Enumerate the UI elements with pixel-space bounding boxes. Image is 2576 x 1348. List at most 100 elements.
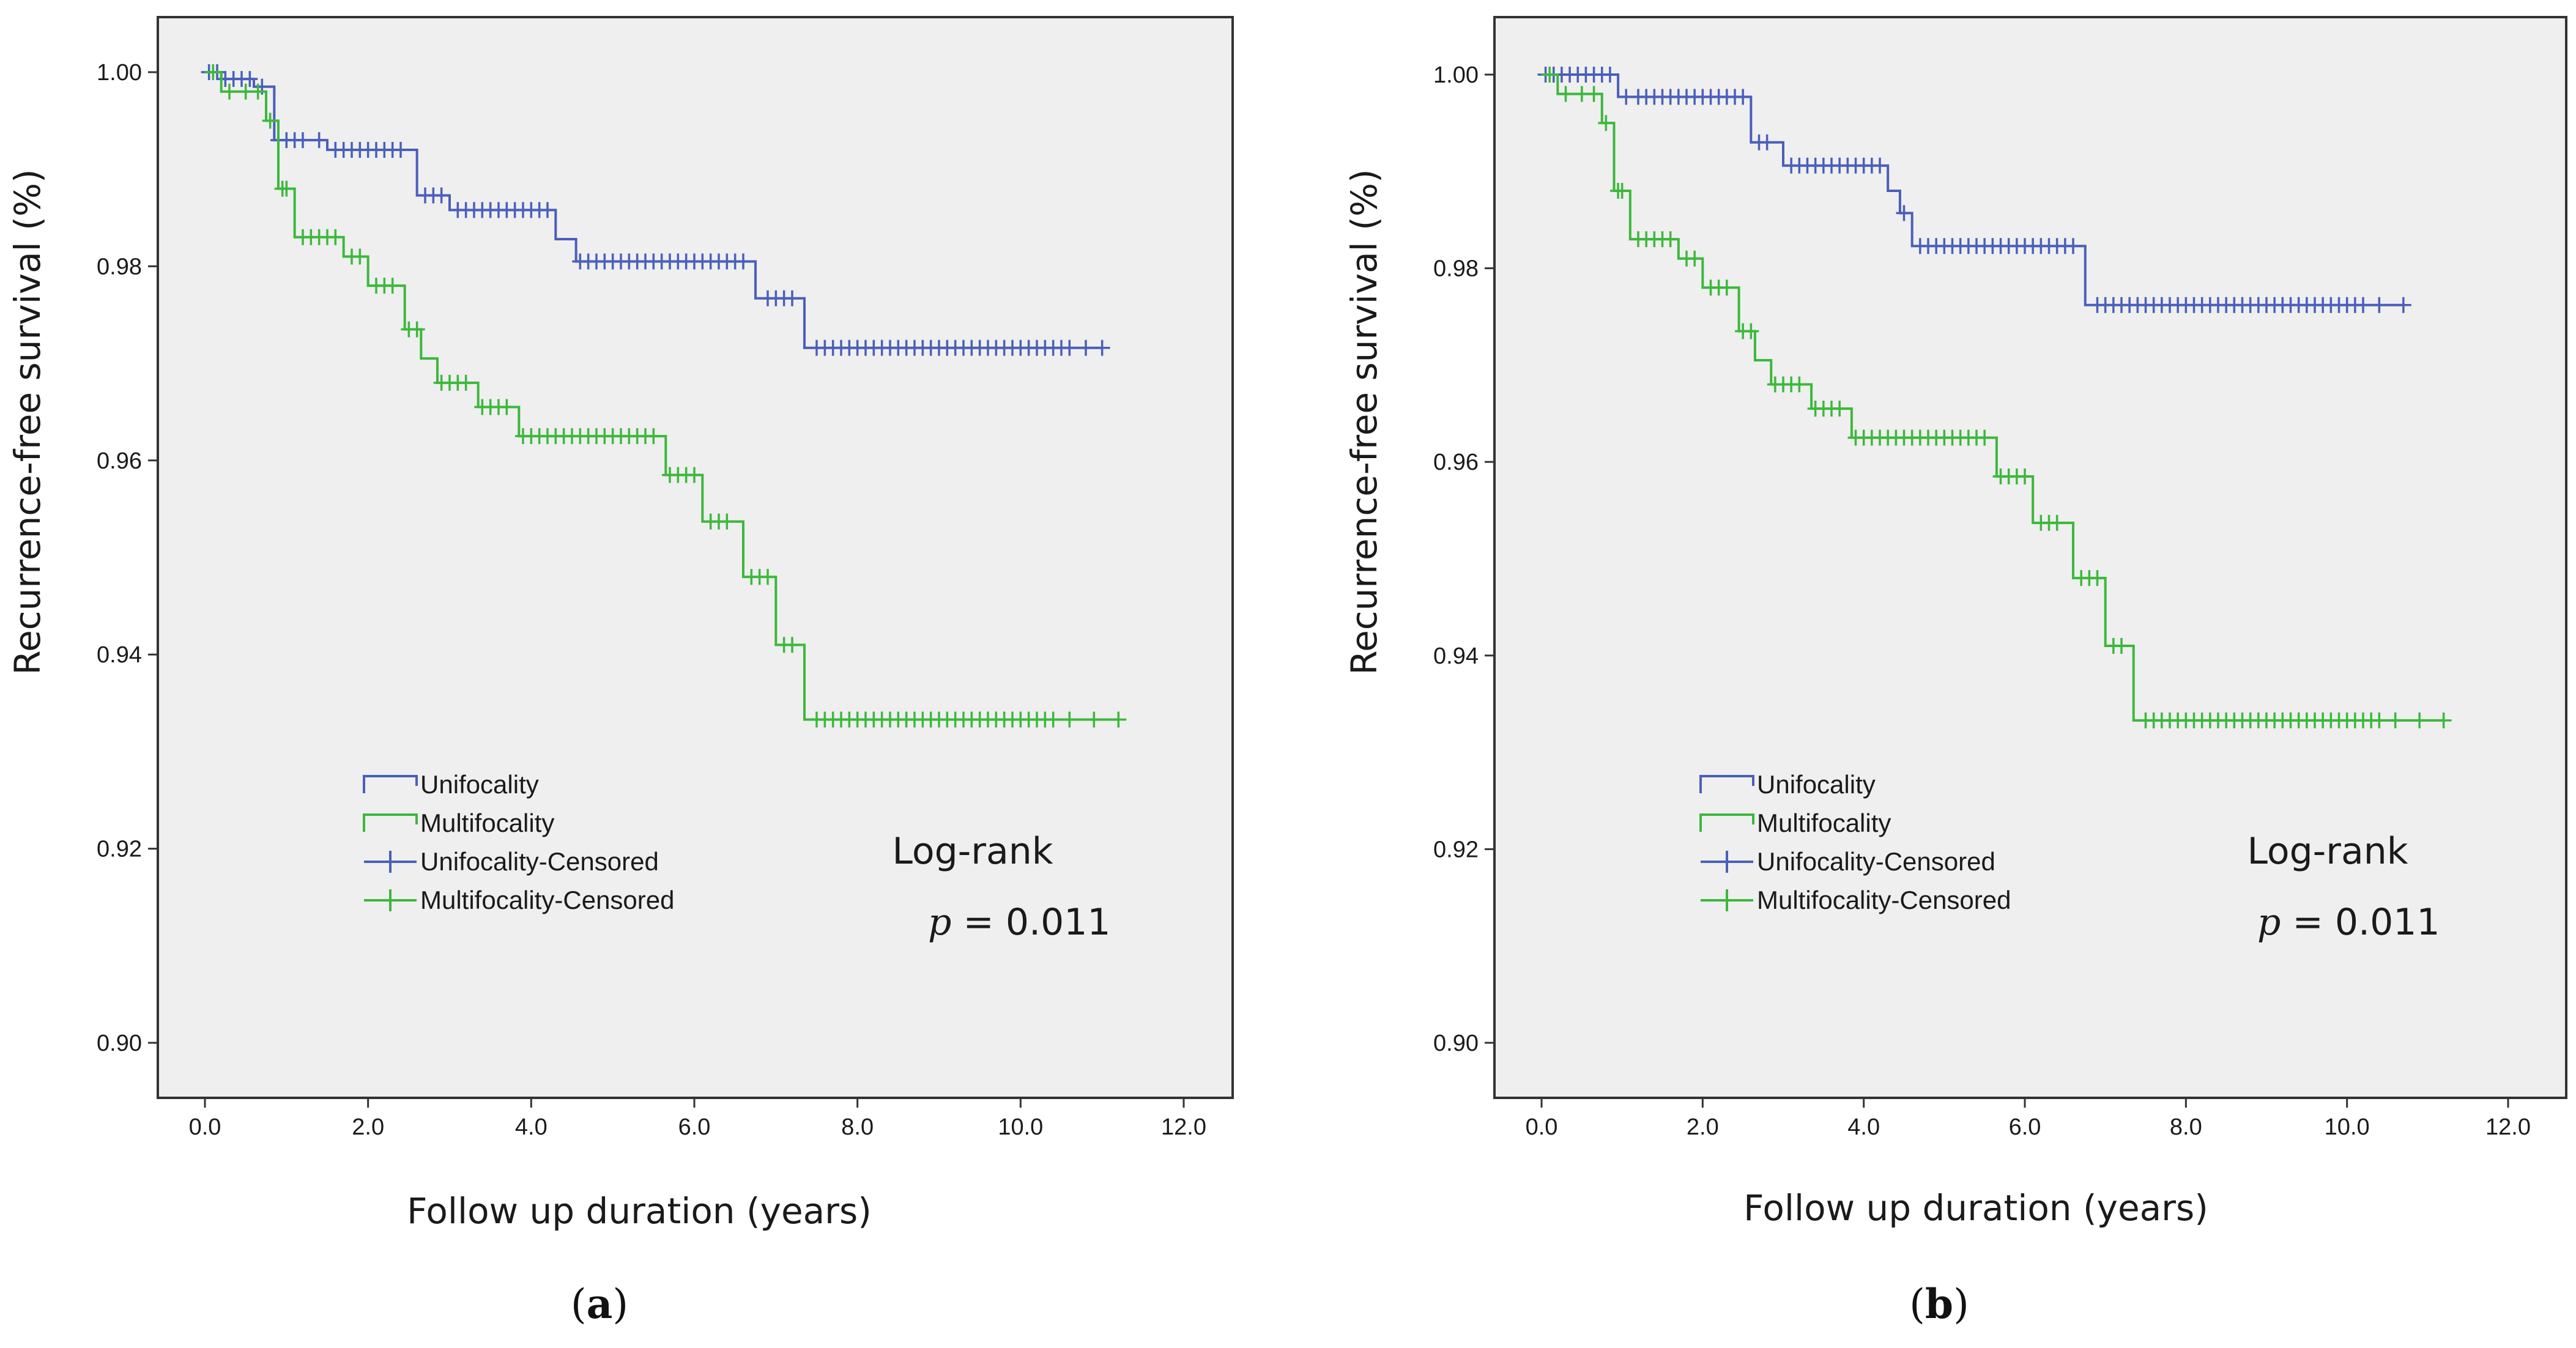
censor-mark: [409, 321, 425, 338]
censor-mark: [735, 253, 751, 270]
censor-mark: [1662, 231, 1679, 248]
legend-label: Unifocality: [1757, 770, 1876, 799]
log-rank-label: Log-rank: [892, 830, 1053, 873]
x-tick-label: 0.0: [189, 1114, 221, 1140]
p-value: p = 0.011: [2257, 901, 2440, 944]
p-value-text: = 0.011: [951, 901, 1110, 944]
censor-mark: [1791, 376, 1808, 393]
legend-symbol-censor: [364, 889, 417, 911]
censor-mark: [250, 83, 266, 100]
survival-line-multifocality: [1542, 73, 2444, 722]
legend-label: Multifocality-Censored: [420, 886, 675, 914]
panel-label-open: (: [571, 1281, 587, 1328]
x-axis-title: Follow up duration (years): [407, 1190, 872, 1232]
y-tick-label: 0.96: [97, 448, 142, 474]
y-tick-label: 1.00: [1433, 62, 1479, 88]
legend-label: Unifocality: [420, 770, 539, 799]
x-tick-label: 2.0: [1687, 1114, 1719, 1140]
legend-label: Multifocality: [420, 809, 554, 837]
panel-label: (b): [1909, 1280, 1969, 1328]
legend-label: Multifocality-Censored: [1757, 886, 2011, 914]
censor-mark: [2355, 297, 2371, 313]
censor-mark: [1977, 429, 1993, 446]
censor-mark: [1061, 711, 1078, 728]
legend-symbol-line: [363, 775, 418, 793]
censor-mark: [645, 428, 662, 445]
censor-mark: [1542, 67, 1558, 83]
censor-mark: [686, 467, 702, 483]
chart-panel-a: 0.90 0.92 0.94 0.96 0.98 1.00 0.0 2.0 4.0 6.0 8.0 1…: [7, 16, 1234, 1328]
censor-mark: [1718, 280, 1735, 296]
censor-mark: [458, 374, 474, 391]
censor-mark: [242, 71, 258, 87]
survival-line-multifocality: [205, 71, 1119, 721]
censor-mark: [2395, 297, 2411, 313]
censor-mark: [540, 202, 555, 218]
legend-label: Multifocality: [1757, 809, 1891, 837]
y-tick-label: 1.00: [97, 60, 142, 86]
plot-area: [1493, 16, 2567, 1099]
censor-mark: [1045, 711, 1061, 728]
legend-symbol-censor: [1701, 851, 1753, 873]
x-tick-label: 0.0: [1526, 1114, 1558, 1140]
p-symbol: p: [2257, 901, 2281, 944]
panel-label-letter: b: [1925, 1280, 1953, 1328]
x-tick-label: 4.0: [1847, 1114, 1880, 1140]
x-tick-label: 10.0: [998, 1114, 1043, 1140]
censor-mark: [1557, 86, 1574, 102]
p-value-text: = 0.011: [2281, 901, 2440, 944]
censor-mark: [1061, 339, 1078, 356]
x-axis-title: Follow up duration (years): [1743, 1187, 2208, 1229]
censor-mark: [1614, 182, 1630, 199]
censor-mark: [384, 278, 401, 294]
censor-mark: [1872, 157, 1888, 174]
panel-label: (a): [571, 1280, 628, 1328]
censor-mark: [2387, 712, 2403, 728]
censor-mark: [784, 290, 800, 306]
y-tick-label: 0.92: [1433, 837, 1479, 862]
censor-mark: [1586, 86, 1602, 102]
panel-label-close: ): [612, 1281, 628, 1328]
censor-mark: [2114, 637, 2129, 654]
censor-mark: [221, 83, 237, 100]
y-tick-label: 0.90: [1433, 1031, 1479, 1056]
censor-mark: [2017, 468, 2033, 484]
censor-mark: [1759, 134, 1775, 150]
legend-symbol-censor: [364, 851, 417, 873]
censor-mark: [1896, 205, 1912, 221]
legend-symbol-line: [363, 813, 418, 832]
series-multifocality: [205, 64, 1127, 728]
censor-mark: [1602, 67, 1618, 83]
censor-mark: [2049, 514, 2065, 531]
censor-mark: [352, 248, 368, 265]
y-tick-label: 0.96: [1433, 450, 1479, 475]
x-tick-label: 10.0: [2325, 1114, 2370, 1140]
censor-mark: [433, 187, 450, 204]
censor-mark: [205, 64, 221, 80]
y-tick-label: 0.98: [1433, 256, 1479, 282]
censor-mark: [1743, 323, 1759, 339]
log-rank-label: Log-rank: [2247, 830, 2408, 873]
censor-mark: [262, 113, 278, 129]
y-tick-label: 0.94: [1433, 643, 1479, 669]
censor-mark: [278, 180, 295, 197]
legend-label: Unifocality-Censored: [1757, 847, 1995, 876]
series-unifocality: [201, 64, 1110, 356]
legend-label: Unifocality-Censored: [420, 847, 659, 876]
series-unifocality: [1537, 67, 2411, 313]
censor-mark: [327, 229, 344, 245]
chart-panel-b: 0.90 0.92 0.94 0.96 0.98 1.00 0.0 2.0 4.0 6.0 8.0 1…: [1343, 16, 2567, 1328]
panel-label-open: (: [1909, 1281, 1925, 1328]
y-tick-label: 0.94: [97, 642, 142, 668]
y-axis-title: Recurrence-free survival (%): [7, 169, 48, 675]
panel-label-letter: a: [587, 1280, 613, 1328]
x-tick-label: 2.0: [352, 1114, 384, 1140]
censor-mark: [2089, 570, 2106, 587]
censor-mark: [2435, 712, 2452, 728]
censor-mark: [1598, 115, 1614, 131]
y-tick-label: 0.90: [97, 1031, 142, 1056]
censor-mark: [719, 513, 735, 530]
x-tick-label: 8.0: [2170, 1114, 2202, 1140]
p-value: p = 0.011: [928, 901, 1111, 944]
panel-label-close: ): [1953, 1281, 1969, 1328]
